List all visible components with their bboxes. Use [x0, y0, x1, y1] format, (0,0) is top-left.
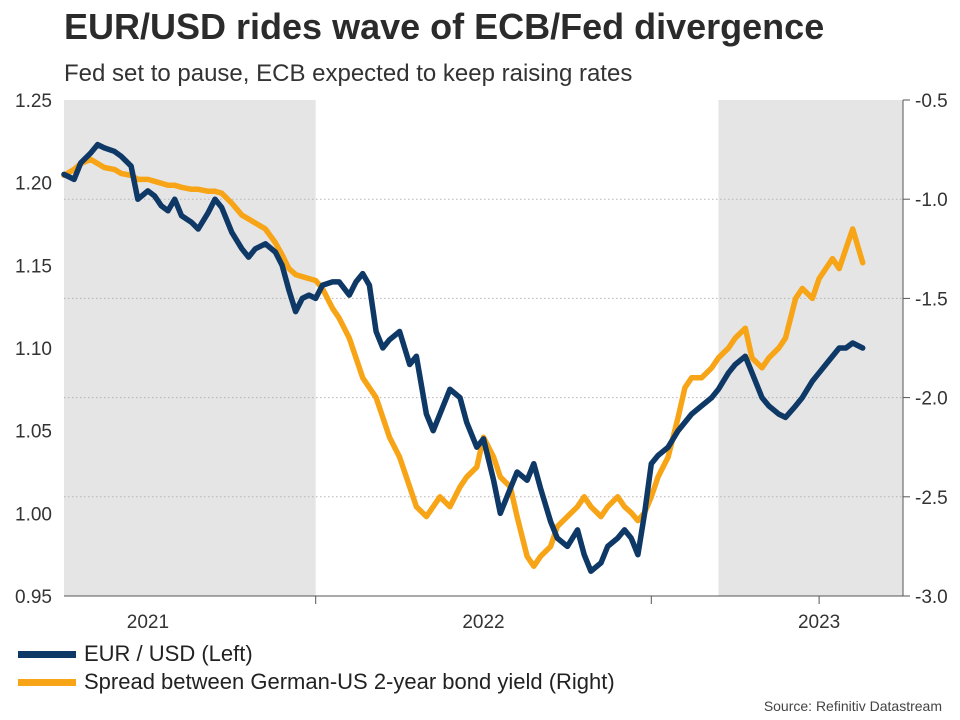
left-tick-label: 1.25 — [15, 91, 52, 112]
chart-subtitle: Fed set to pause, ECB expected to keep r… — [64, 60, 633, 87]
right-tick-label: -3.0 — [915, 587, 948, 608]
legend-item-eurusd: EUR / USD (Left) — [18, 640, 615, 668]
left-tick-label: 1.05 — [15, 422, 52, 443]
legend-swatch-eurusd — [18, 650, 76, 658]
x-tick-label: 2022 — [462, 612, 504, 633]
right-tick-label: -2.5 — [915, 488, 948, 509]
right-tick-label: -1.0 — [915, 190, 948, 211]
series-line-eurusd — [61, 141, 866, 574]
axes: -0.5 -1.0 -1.5 -2.0 -2.5 -3.0 1.25 1.20 1.15 1.10… — [15, 91, 948, 633]
series-lines — [61, 141, 866, 574]
legend-label-eurusd: EUR / USD (Left) — [84, 641, 253, 666]
left-tick-label: 0.95 — [15, 587, 52, 608]
x-tick-label: 2021 — [127, 612, 169, 633]
right-tick-label: -2.0 — [915, 389, 948, 410]
shaded-region-0 — [64, 100, 316, 596]
legend: EUR / USD (Left) Spread between German-U… — [18, 640, 615, 696]
left-tick-label: 1.20 — [15, 174, 52, 195]
left-tick-label: 1.15 — [15, 256, 52, 277]
legend-swatch-spread — [18, 678, 76, 686]
series-line-spread — [61, 156, 866, 569]
right-tick-label: -0.5 — [915, 91, 948, 112]
x-tick-label: 2023 — [798, 612, 840, 633]
source-note: Source: Refinitiv Datastream — [763, 698, 942, 714]
chart-title: EUR/USD rides wave of ECB/Fed divergence — [64, 6, 825, 47]
legend-label-spread: Spread between German-US 2-year bond yie… — [84, 669, 615, 694]
shaded-periods — [64, 100, 903, 596]
left-tick-label: 1.00 — [15, 504, 52, 525]
shaded-region-1 — [718, 100, 903, 596]
legend-item-spread: Spread between German-US 2-year bond yie… — [18, 668, 615, 696]
right-tick-label: -1.5 — [915, 289, 948, 310]
left-tick-label: 1.10 — [15, 339, 52, 360]
